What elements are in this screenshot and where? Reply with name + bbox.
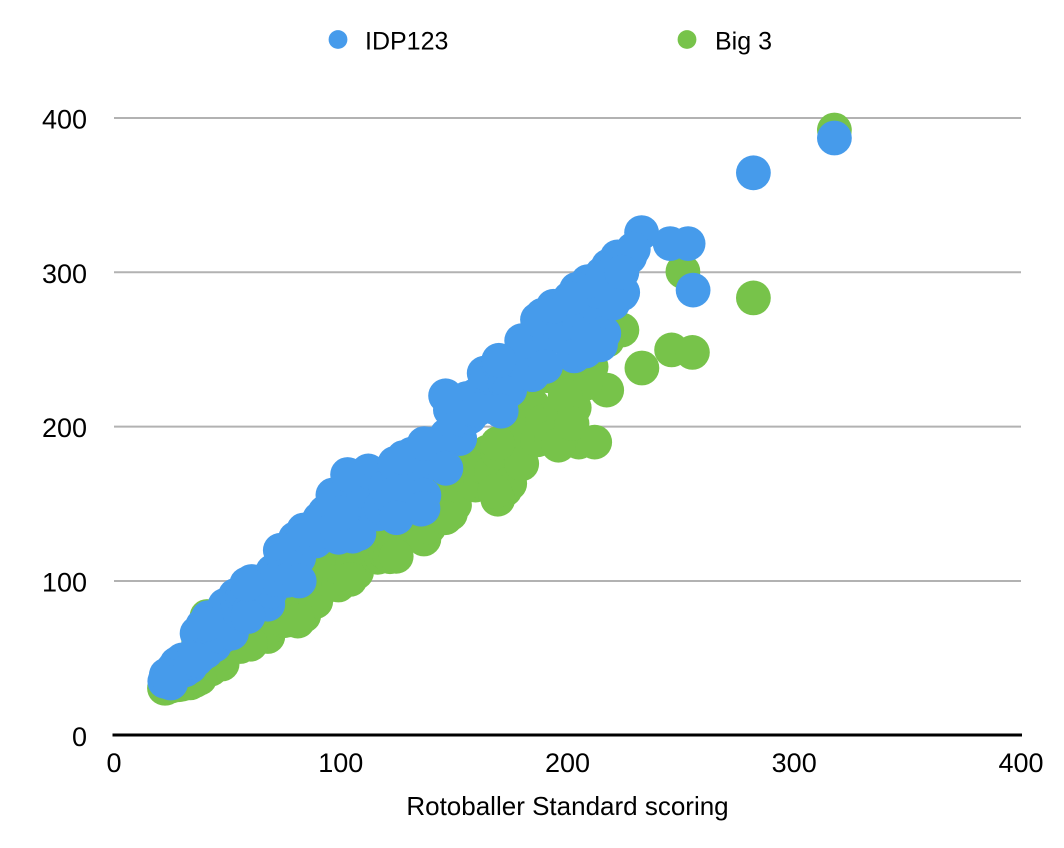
- svg-text:Rotoballer Standard scoring: Rotoballer Standard scoring: [406, 791, 728, 821]
- svg-text:IDP123: IDP123: [365, 28, 448, 56]
- svg-text:200: 200: [545, 748, 590, 778]
- svg-text:400: 400: [42, 105, 87, 135]
- svg-text:100: 100: [318, 748, 363, 778]
- svg-text:Big 3: Big 3: [715, 28, 772, 56]
- svg-text:200: 200: [42, 413, 87, 443]
- svg-text:300: 300: [772, 748, 817, 778]
- svg-text:0: 0: [106, 748, 121, 778]
- svg-text:100: 100: [42, 568, 87, 598]
- svg-text:0: 0: [72, 722, 87, 752]
- svg-text:300: 300: [42, 259, 87, 289]
- svg-text:400: 400: [998, 748, 1043, 778]
